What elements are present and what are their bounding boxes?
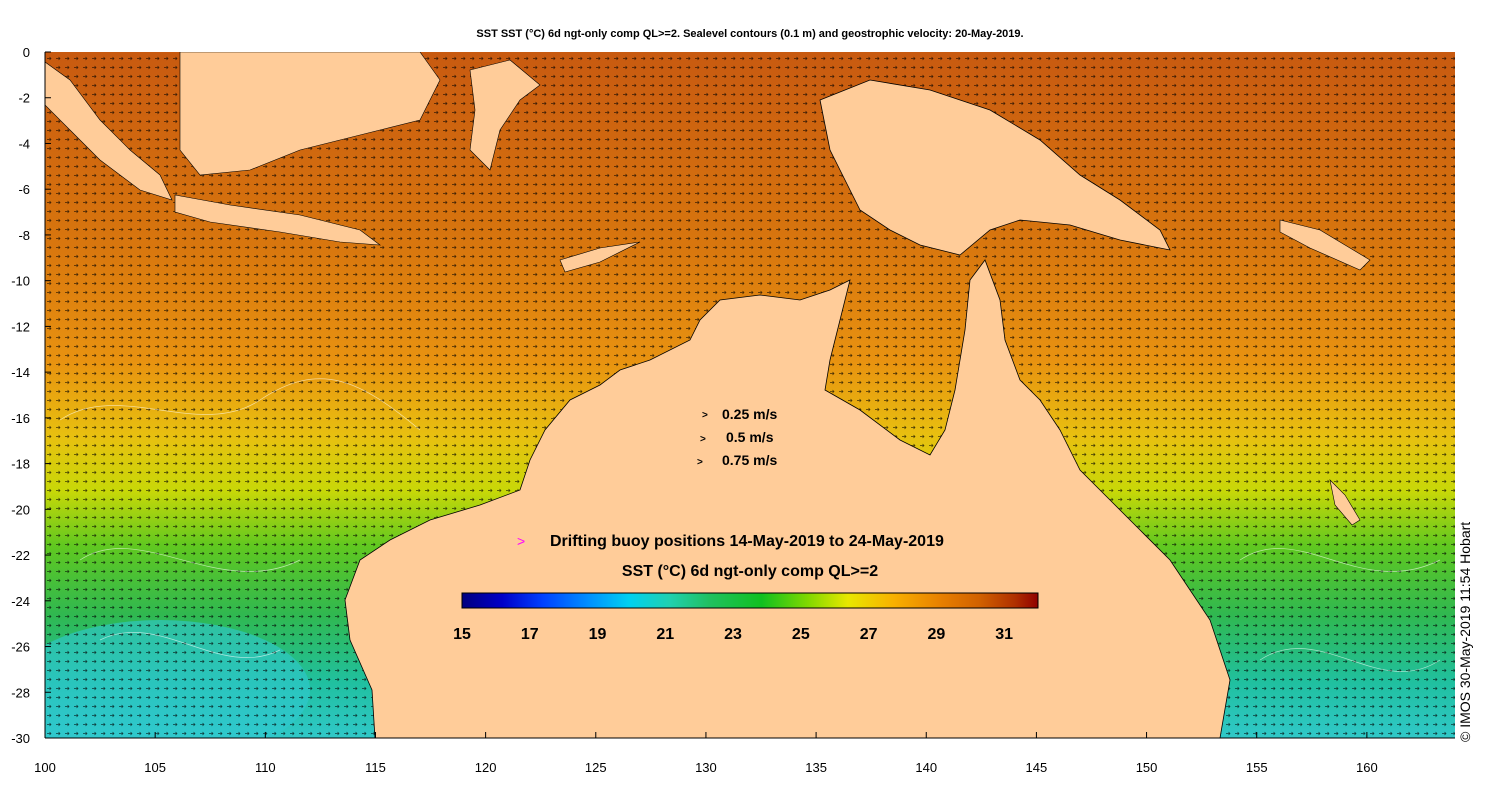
x-tick-label: 110 bbox=[255, 760, 276, 775]
sealevel-contours bbox=[59, 378, 1441, 672]
colorbar bbox=[461, 592, 1039, 609]
x-tick-label: 100 bbox=[34, 760, 56, 775]
colorbar-tick-label: 23 bbox=[724, 626, 742, 643]
buoy-marker-icon: > bbox=[517, 533, 525, 549]
timor-landmass bbox=[559, 241, 641, 273]
y-tick-label: -10 bbox=[11, 274, 30, 289]
y-tick-label: -12 bbox=[11, 319, 30, 334]
x-tick-label: 160 bbox=[1356, 760, 1378, 775]
new-caledonia bbox=[1329, 479, 1361, 526]
colorbar-title: SST (°C) 6d ngt-only comp QL>=2 bbox=[622, 563, 878, 580]
y-tick-label: -28 bbox=[11, 685, 30, 700]
map-area bbox=[45, 52, 1455, 738]
x-tick-label: 140 bbox=[915, 760, 937, 775]
sumatra-landmass bbox=[45, 61, 173, 201]
x-tick-label: 150 bbox=[1136, 760, 1158, 775]
x-tick-label: 105 bbox=[144, 760, 166, 775]
y-tick-label: -8 bbox=[18, 228, 30, 243]
velocity-legend-item: 0.75 m/s bbox=[722, 452, 777, 468]
velocity-legend-item: 0.5 m/s bbox=[726, 429, 774, 445]
velocity-legend-item: 0.25 m/s bbox=[722, 406, 777, 422]
x-tick-label: 115 bbox=[365, 760, 386, 775]
colorbar-tick-label: 17 bbox=[521, 626, 539, 643]
colorbar-ticks: 15 17 19 21 23 25 27 29 31 bbox=[453, 626, 1013, 643]
colorbar-tick-label: 21 bbox=[656, 626, 674, 643]
y-tick-label: -16 bbox=[11, 411, 30, 426]
y-tick-label: -22 bbox=[11, 548, 30, 563]
y-tick-label: -6 bbox=[18, 182, 30, 197]
map-title: SST SST (°C) 6d ngt-only comp QL>=2. Sea… bbox=[476, 28, 1024, 40]
buoy-legend-label: Drifting buoy positions 14-May-2019 to 2… bbox=[550, 533, 944, 550]
colorbar-tick-label: 15 bbox=[453, 626, 471, 643]
sulawesi-landmass bbox=[469, 59, 541, 171]
x-tick-label: 120 bbox=[475, 760, 497, 775]
velocity-legend: > 0.25 m/s > 0.5 m/s > 0.75 m/s bbox=[697, 406, 777, 468]
y-tick-label: -24 bbox=[11, 594, 30, 609]
y-tick-label: -2 bbox=[18, 91, 30, 106]
y-tick-label: -18 bbox=[11, 457, 30, 472]
y-ticks: 0 -2 -4 -6 -8 -10 -12 -14 -16 -18 -20 -22 -24 -26 -28 -… bbox=[11, 45, 51, 746]
colorbar-tick-label: 25 bbox=[792, 626, 810, 643]
velocity-arrow-icon: > bbox=[702, 410, 708, 421]
x-tick-label: 130 bbox=[695, 760, 717, 775]
x-tick-label: 145 bbox=[1026, 760, 1048, 775]
velocity-arrow-icon: > bbox=[700, 434, 706, 445]
colorbar-tick-label: 31 bbox=[995, 626, 1013, 643]
colorbar-tick-label: 19 bbox=[589, 626, 607, 643]
colorbar-tick-label: 29 bbox=[927, 626, 945, 643]
y-tick-label: -4 bbox=[18, 136, 30, 151]
y-tick-label: -26 bbox=[11, 640, 30, 655]
colorbar-tick-label: 27 bbox=[860, 626, 878, 643]
y-tick-label: -14 bbox=[11, 365, 30, 380]
solomon-islands bbox=[1279, 219, 1371, 271]
x-tick-label: 155 bbox=[1246, 760, 1268, 775]
x-tick-label: 135 bbox=[805, 760, 827, 775]
new-guinea-landmass bbox=[819, 79, 1171, 256]
y-tick-label: -30 bbox=[11, 731, 30, 746]
credit-text: © IMOS 30-May-2019 11:54 Hobart bbox=[1457, 521, 1473, 742]
y-tick-label: 0 bbox=[23, 45, 30, 60]
velocity-arrow-icon: > bbox=[697, 457, 703, 468]
australia-landmass bbox=[344, 259, 1231, 738]
x-tick-label: 125 bbox=[585, 760, 607, 775]
y-tick-label: -20 bbox=[11, 502, 30, 517]
x-ticks: 100 105 110 115 120 125 130 135 140 145 150 155 160 bbox=[34, 732, 1378, 775]
borneo-landmass bbox=[179, 52, 441, 176]
java-landmass bbox=[174, 194, 382, 246]
